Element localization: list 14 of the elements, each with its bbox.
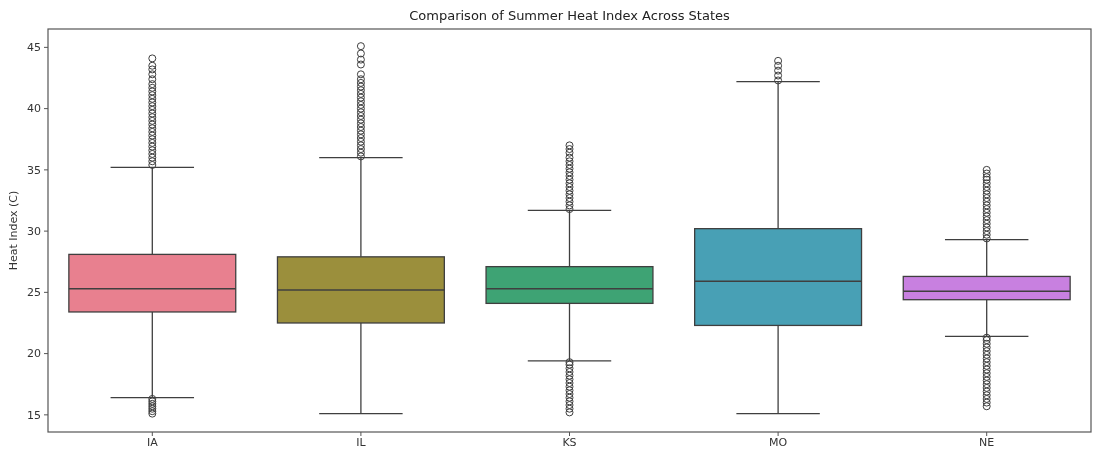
y-axis-title: Heat Index (C) [7,190,20,271]
x-tick-label: NE [979,436,995,449]
x-tick-label: IL [356,436,367,449]
y-tick-label: 40 [27,102,41,116]
y-tick-label: 20 [27,347,41,361]
x-tick-label: MO [769,436,788,449]
y-tick-label: 45 [27,41,41,55]
x-tick-label: IA [146,436,159,449]
y-tick-label: 25 [27,286,41,300]
y-tick-label: 15 [27,408,41,422]
y-tick-label: 30 [27,224,41,238]
x-tick-label: KS [562,436,577,449]
chart-title: Comparison of Summer Heat Index Across States [409,8,730,23]
y-tick-label: 35 [27,163,41,177]
